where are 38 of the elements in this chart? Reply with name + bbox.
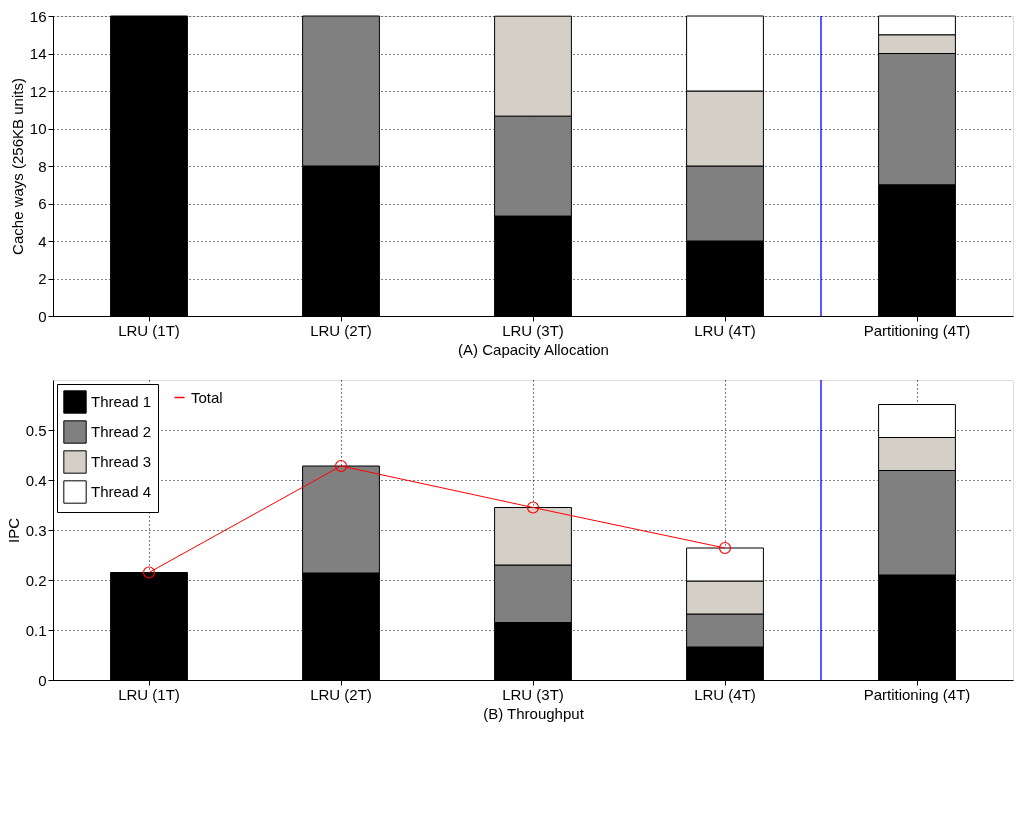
x-tick-label: LRU (2T) xyxy=(310,685,372,703)
x-tick-label: LRU (2T) xyxy=(310,321,372,339)
x-tick-label: LRU (4T) xyxy=(694,321,756,339)
legend-label: Thread 2 xyxy=(91,423,152,440)
y-tick-label: 0.4 xyxy=(25,471,47,489)
y-tick-label: 12 xyxy=(29,82,47,100)
x-tick-label: LRU (3T) xyxy=(502,321,564,339)
x-axis-title: (A) Capacity Allocation xyxy=(458,340,609,358)
x-tick-label: Partitioning (4T) xyxy=(863,685,971,703)
y-tick-label: 4 xyxy=(38,232,47,250)
y-tick-label: 6 xyxy=(38,195,47,212)
y-tick-label: 0 xyxy=(38,307,47,325)
y-tick-label: 16 xyxy=(29,7,47,25)
y-tick-label: 10 xyxy=(29,120,47,137)
legend-label: Total xyxy=(191,388,223,406)
y-tick-label: 2 xyxy=(38,270,47,287)
y-tick-label: 0.1 xyxy=(25,621,47,639)
x-axis-title: (B) Throughput xyxy=(483,704,585,722)
y-tick-label: 0 xyxy=(38,671,47,689)
point xyxy=(526,501,540,514)
y-axis-title: Cache ways (256KB units) xyxy=(8,78,26,255)
y-tick-label: 0.2 xyxy=(25,571,47,589)
x-tick-label: Partitioning (4T) xyxy=(863,321,971,339)
point xyxy=(142,566,156,579)
point xyxy=(334,459,348,473)
point xyxy=(718,541,732,555)
y-tick-label: 14 xyxy=(29,45,47,62)
x-tick-label: LRU (4T) xyxy=(694,685,756,703)
legend-label: Thread 1 xyxy=(91,393,152,410)
x-tick-label: LRU (1T) xyxy=(118,685,180,703)
y-tick-label: 8 xyxy=(38,157,47,175)
legend-label: Thread 4 xyxy=(91,483,152,500)
x-tick-label: LRU (3T) xyxy=(502,685,564,703)
y-tick-label: 0.5 xyxy=(25,421,47,439)
legend-label: Thread 3 xyxy=(91,453,152,470)
y-tick-label: 0.3 xyxy=(25,521,47,539)
y-axis-title: IPC xyxy=(4,517,22,544)
x-tick-label: LRU (1T) xyxy=(118,321,180,339)
